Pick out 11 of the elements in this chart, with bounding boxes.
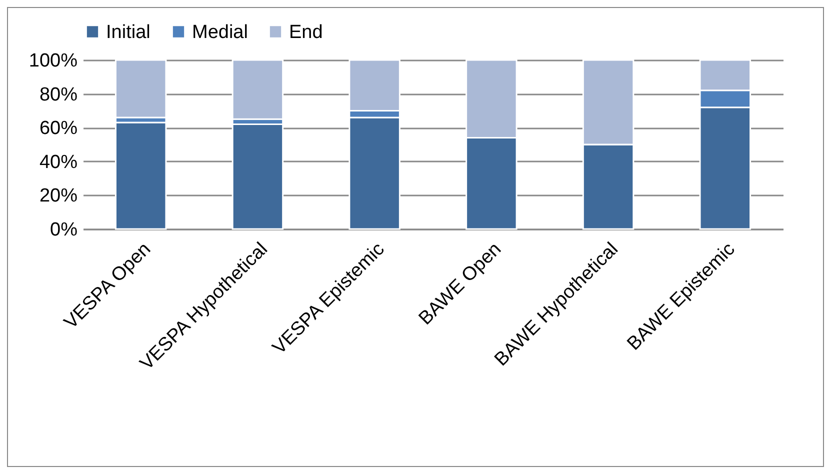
y-tick-label: 40% [39,152,78,173]
legend-label: Medial [192,22,248,43]
y-tick-label: 100% [28,50,78,72]
bar [114,122,167,230]
bar [232,123,284,230]
y-tick-label: 60% [39,118,78,140]
y-tick-label: 20% [39,186,78,207]
y-tick-label: 0% [50,220,78,240]
legend-label: End [289,22,323,43]
legend-label: Initial [106,22,150,43]
y-tick-label: 80% [39,84,78,106]
